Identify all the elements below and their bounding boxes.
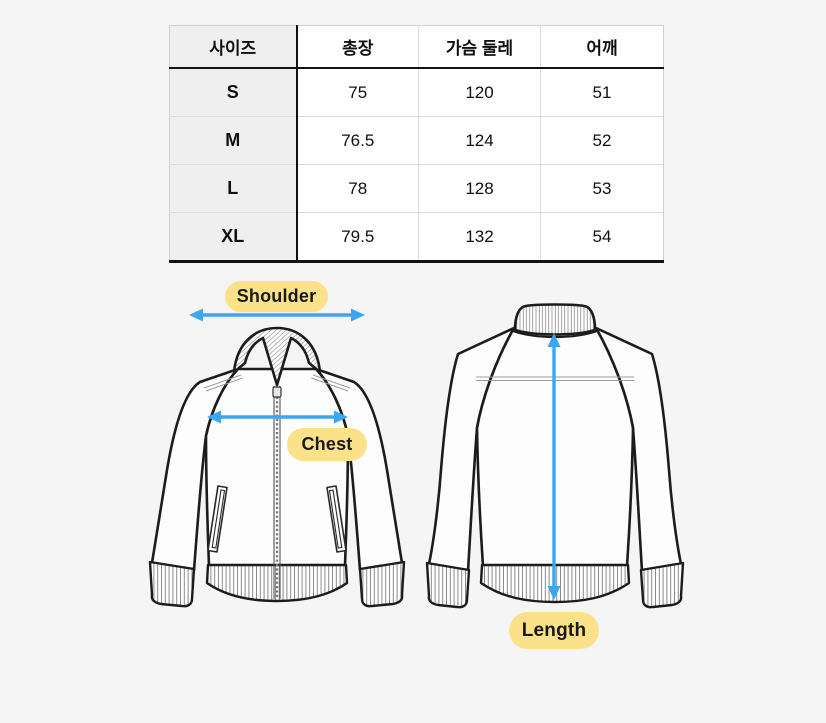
- total-length-value: 79.5: [296, 212, 419, 262]
- shoulder-value: 53: [540, 164, 664, 213]
- front-left-shoulder-seam-2: [205, 377, 243, 392]
- header-shoulder: 어깨: [540, 25, 664, 69]
- table-row-m: M 76.5 124 52: [169, 116, 664, 165]
- chest-label: Chest: [287, 428, 367, 461]
- front-right-pocket: [326, 485, 347, 553]
- shoulder-label: Shoulder: [225, 281, 328, 312]
- length-label: Length: [509, 612, 599, 649]
- size-label: M: [169, 116, 298, 165]
- shoulder-value: 51: [540, 68, 664, 117]
- front-left-cuff: [148, 560, 196, 608]
- back-collar: [513, 303, 597, 336]
- size-table: 사이즈 총장 가슴 둘레 어깨 S 75 120 51 M 76.5 124 5…: [169, 25, 664, 263]
- chest-value: 124: [418, 116, 541, 165]
- back-right-cuff: [639, 561, 685, 609]
- size-label: L: [169, 164, 298, 213]
- front-left-pocket: [207, 485, 228, 553]
- chest-value: 132: [418, 212, 541, 262]
- header-size: 사이즈: [169, 25, 298, 69]
- total-length-value: 78: [296, 164, 419, 213]
- size-label: XL: [169, 212, 298, 262]
- total-length-value: 75: [348, 82, 368, 102]
- chest-value: 120: [418, 68, 541, 117]
- header-total-length: 총장: [296, 25, 419, 69]
- front-right-cuff: [358, 560, 406, 608]
- jacket-front-illustration: [148, 326, 406, 608]
- total-length-value: 76.5: [296, 116, 419, 165]
- front-right-shoulder-seam-2: [311, 377, 349, 392]
- shoulder-value: 54: [540, 212, 664, 262]
- header-chest-circumference: 가슴 둘레: [418, 25, 541, 69]
- back-left-cuff: [425, 561, 471, 609]
- size-table-header-row: 사이즈 총장 가슴 둘레 어깨: [169, 25, 664, 69]
- shoulder-value: 52: [540, 116, 664, 165]
- front-collar: [232, 326, 322, 387]
- table-row-xl: XL 79.5 132 54: [169, 212, 664, 262]
- length-arrow: [547, 333, 561, 600]
- front-zipper: [272, 386, 282, 599]
- front-left-shoulder-seam: [203, 374, 242, 389]
- shoulder-arrow: [189, 308, 365, 322]
- table-row-l: L 78 128 53: [169, 164, 664, 213]
- size-label: S: [169, 68, 298, 117]
- front-right-shoulder-seam: [312, 374, 351, 389]
- chest-arrow: [207, 410, 348, 424]
- table-row-s: S 75 120 51: [169, 68, 664, 117]
- chest-value: 128: [418, 164, 541, 213]
